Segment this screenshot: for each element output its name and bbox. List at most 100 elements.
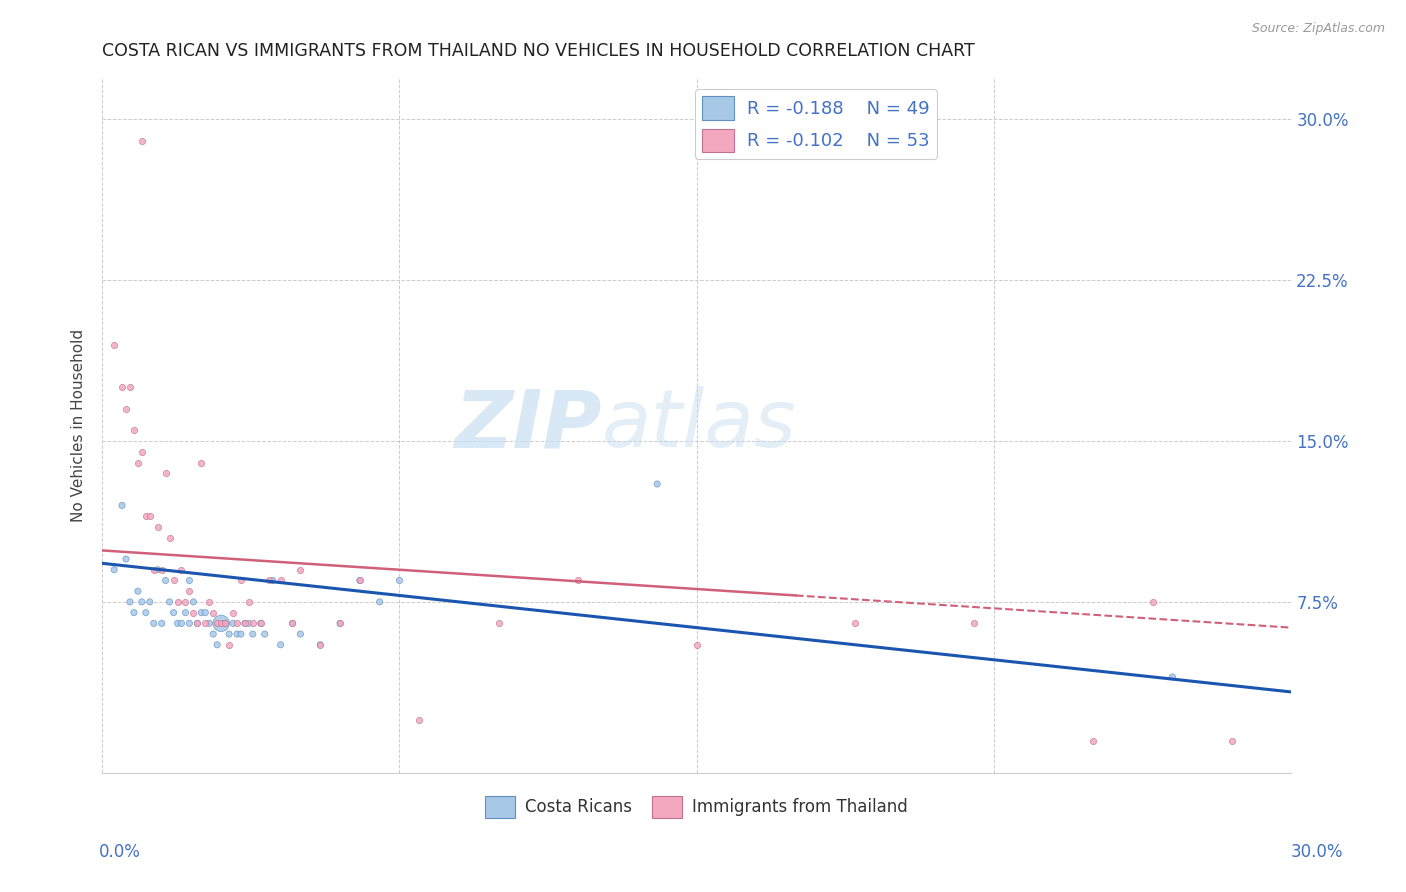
Point [290, 627, 312, 641]
Point [963, 616, 986, 631]
Point [262, 574, 284, 588]
Point [198, 616, 221, 631]
Point [238, 616, 260, 631]
Point [150, 616, 173, 631]
Point [174, 606, 197, 620]
Point [233, 616, 256, 631]
Point [844, 616, 866, 631]
Point [142, 616, 165, 631]
Point [218, 627, 240, 641]
Point [567, 574, 589, 588]
Point [349, 574, 371, 588]
Point [686, 638, 709, 652]
Text: COSTA RICAN VS IMMIGRANTS FROM THAILAND NO VEHICLES IN HOUSEHOLD CORRELATION CHA: COSTA RICAN VS IMMIGRANTS FROM THAILAND … [103, 42, 974, 60]
Point [329, 616, 352, 631]
Point [281, 616, 304, 631]
Point [205, 616, 228, 631]
Point [115, 401, 138, 416]
Point [281, 616, 304, 631]
Point [159, 531, 181, 545]
Point [1142, 595, 1164, 609]
Point [329, 616, 352, 631]
Point [222, 606, 245, 620]
Y-axis label: No Vehicles in Household: No Vehicles in Household [72, 328, 86, 522]
Point [118, 595, 141, 609]
Point [122, 423, 145, 437]
Point [645, 477, 668, 491]
Point [166, 616, 188, 631]
Point [150, 563, 173, 577]
Point [186, 616, 208, 631]
Point [226, 616, 249, 631]
Text: Source: ZipAtlas.com: Source: ZipAtlas.com [1251, 22, 1385, 36]
Point [209, 616, 232, 631]
Point [135, 509, 157, 524]
Point [190, 456, 212, 470]
Point [202, 627, 225, 641]
Point [226, 627, 249, 641]
Point [103, 337, 125, 351]
Point [155, 574, 177, 588]
Point [131, 445, 153, 459]
Point [257, 574, 280, 588]
Point [146, 520, 169, 534]
Point [131, 134, 153, 148]
Point [214, 616, 236, 631]
Point [408, 713, 430, 727]
Point [218, 638, 240, 652]
Point [309, 638, 332, 652]
Point [131, 595, 153, 609]
Point [103, 563, 125, 577]
Point [270, 574, 292, 588]
Text: 0.0%: 0.0% [98, 843, 141, 861]
Point [162, 574, 184, 588]
Point [1081, 734, 1104, 748]
Point [309, 638, 332, 652]
Point [186, 616, 208, 631]
Point [194, 606, 217, 620]
Point [127, 584, 149, 599]
Point [233, 616, 256, 631]
Point [179, 584, 201, 599]
Point [111, 499, 134, 513]
Point [249, 616, 271, 631]
Point [155, 467, 177, 481]
Point [209, 616, 232, 631]
Point [162, 606, 184, 620]
Point [202, 606, 225, 620]
Point [170, 563, 193, 577]
Text: ZIP: ZIP [454, 386, 602, 464]
Point [194, 616, 217, 631]
Point [1220, 734, 1243, 748]
Point [229, 627, 252, 641]
Point [179, 616, 201, 631]
Point [488, 616, 510, 631]
Point [238, 595, 260, 609]
Point [166, 595, 188, 609]
Point [139, 509, 162, 524]
Point [190, 606, 212, 620]
Point [1161, 670, 1184, 684]
Point [183, 606, 205, 620]
Point [198, 595, 221, 609]
Point [253, 627, 276, 641]
Point [135, 606, 157, 620]
Point [179, 574, 201, 588]
Point [205, 638, 228, 652]
Point [214, 616, 236, 631]
Point [174, 595, 197, 609]
Point [290, 563, 312, 577]
Point [118, 380, 141, 394]
Point [388, 574, 411, 588]
Point [229, 574, 252, 588]
Text: atlas: atlas [602, 386, 796, 464]
Point [242, 616, 264, 631]
Legend: Costa Ricans, Immigrants from Thailand: Costa Ricans, Immigrants from Thailand [478, 789, 915, 824]
Point [242, 627, 264, 641]
Point [368, 595, 391, 609]
Point [349, 574, 371, 588]
Point [146, 563, 169, 577]
Point [122, 606, 145, 620]
Text: 30.0%: 30.0% [1291, 843, 1343, 861]
Point [183, 595, 205, 609]
